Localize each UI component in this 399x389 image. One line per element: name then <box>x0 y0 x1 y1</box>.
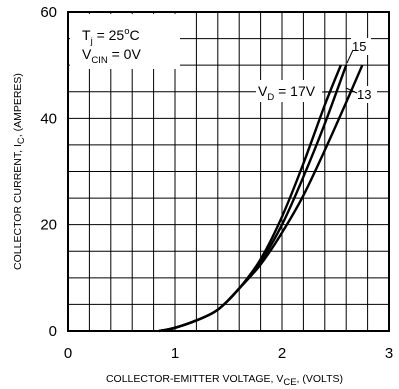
x-tick-label: 3 <box>385 345 393 362</box>
series-label-15: 15 <box>352 39 366 54</box>
series-label-13: 13 <box>357 87 371 102</box>
y-tick-label: 0 <box>49 323 57 340</box>
x-tick-label: 0 <box>64 345 72 362</box>
x-tick-labels: 0 1 2 3 <box>64 345 393 362</box>
x-tick-label: 1 <box>171 345 179 362</box>
y-tick-label: 20 <box>40 217 57 234</box>
y-axis-title: COLLECTOR CURRENT, IC, (AMPERES) <box>12 73 27 270</box>
series-15-leader-line <box>347 50 353 63</box>
y-tick-labels: 0 20 40 60 <box>40 4 57 340</box>
x-tick-label: 2 <box>278 345 286 362</box>
y-tick-label: 40 <box>40 110 57 127</box>
y-tick-label: 60 <box>40 4 57 21</box>
x-axis-title: COLLECTOR-EMITTER VOLTAGE, VCE, (VOLTS) <box>106 373 343 388</box>
